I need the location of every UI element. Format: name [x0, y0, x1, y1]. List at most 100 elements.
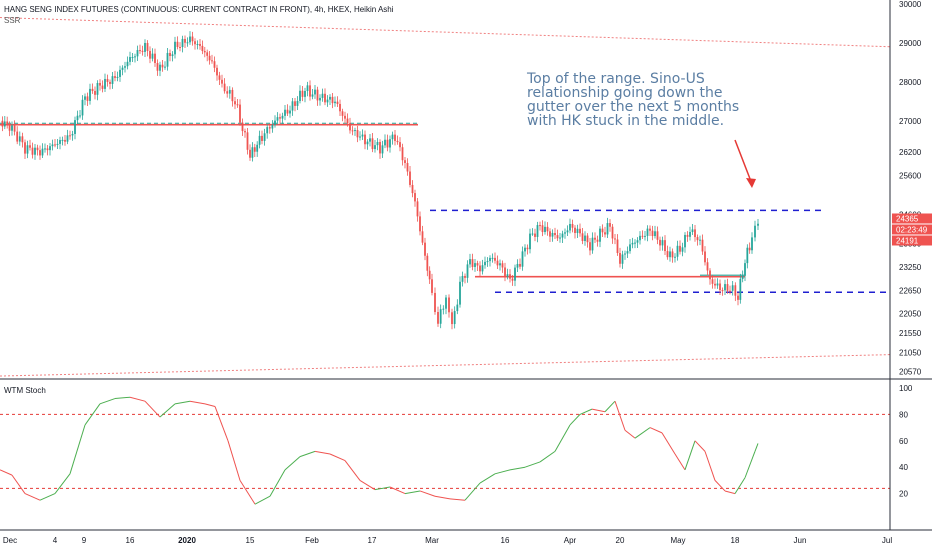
candle-body — [626, 251, 629, 254]
candle-body — [194, 41, 196, 45]
candle-body — [59, 140, 61, 144]
candle-body — [409, 171, 411, 185]
candle-body — [49, 146, 51, 151]
candle-body — [54, 144, 56, 146]
candle-body — [366, 141, 369, 145]
candle-body — [701, 239, 704, 252]
candle-body — [731, 285, 734, 291]
candle-body — [549, 231, 551, 237]
price-axis-tick: 28000 — [899, 78, 922, 87]
candle-body — [331, 96, 334, 104]
candle-body — [509, 274, 511, 279]
candle-body — [376, 142, 379, 146]
candle-body — [561, 233, 564, 238]
candle-body — [213, 61, 216, 68]
candle-body — [474, 263, 476, 267]
candle-body — [131, 57, 134, 59]
candle-body — [149, 50, 151, 59]
candle-body — [299, 90, 301, 101]
candle-body — [321, 93, 324, 98]
candle-body — [476, 263, 479, 266]
stoch-segment — [419, 490, 436, 497]
candle-body — [304, 90, 306, 97]
candle-body — [654, 231, 656, 237]
candle-body — [76, 115, 79, 121]
candle-body — [659, 239, 661, 246]
candle-body — [284, 109, 286, 116]
price-pane — [0, 17, 891, 377]
candle-body — [551, 232, 554, 237]
stoch-segment — [84, 403, 101, 426]
candle-body — [634, 242, 636, 244]
candle-body — [374, 145, 376, 150]
candle-body — [239, 104, 241, 123]
candle-body — [529, 233, 531, 250]
candle-body — [381, 145, 384, 154]
candle-body — [34, 147, 36, 155]
stoch-segment — [539, 450, 556, 463]
candle-body — [526, 247, 529, 250]
candle-body — [151, 53, 154, 59]
candle-body — [119, 69, 121, 77]
candle-body — [3, 121, 6, 127]
price-axis-tick: 22050 — [899, 310, 922, 319]
time-axis-tick: 20 — [616, 536, 625, 545]
candle-body — [369, 138, 371, 142]
candle-body — [289, 110, 291, 114]
candle-body — [674, 256, 676, 258]
candle-body — [356, 130, 359, 138]
candle-body — [506, 274, 509, 277]
price-axis-tick: 25600 — [899, 171, 922, 180]
candle-body — [741, 275, 744, 279]
candle-body — [516, 263, 519, 268]
candle-body — [706, 262, 709, 271]
candle-body — [434, 292, 436, 313]
candle-body — [136, 50, 139, 57]
candle-body — [431, 279, 433, 293]
candle-body — [61, 139, 64, 141]
stoch-segment — [684, 440, 696, 471]
stoch-segment — [494, 469, 511, 475]
candle-body — [419, 216, 421, 232]
candle-body — [94, 90, 96, 95]
candle-body — [389, 139, 391, 148]
candle-body — [456, 304, 459, 312]
time-axis-tick: 18 — [731, 536, 740, 545]
candle-body — [676, 245, 679, 257]
candle-body — [234, 101, 236, 105]
candle-body — [606, 223, 609, 235]
candle-body — [737, 295, 739, 300]
candle-body — [499, 263, 501, 266]
stoch-segment — [227, 440, 241, 481]
price-axis-tick: 22650 — [899, 286, 922, 295]
candle-body — [684, 234, 686, 248]
candle-body — [79, 115, 81, 117]
candle-body — [181, 38, 184, 48]
candle-body — [354, 130, 356, 132]
stoch-segment — [714, 480, 726, 492]
stoch-segment — [269, 469, 286, 497]
candle-body — [266, 127, 269, 134]
candle-body — [324, 93, 326, 103]
candle-body — [631, 242, 634, 245]
candle-body — [714, 283, 716, 286]
candle-body — [414, 193, 416, 202]
price-tag-bg — [892, 213, 932, 224]
candle-body — [249, 149, 251, 158]
candle-body — [511, 278, 514, 281]
stoch-axis-tick: 80 — [899, 410, 908, 419]
candle-body — [326, 99, 329, 103]
candle-body — [351, 130, 354, 132]
candle-body — [18, 136, 21, 142]
candle-body — [359, 136, 361, 138]
candle-body — [739, 278, 742, 300]
candle-body — [656, 231, 659, 240]
candle-body — [169, 52, 171, 57]
candle-body — [186, 42, 189, 44]
candle-body — [96, 82, 99, 95]
time-axis-tick: 2020 — [178, 536, 196, 545]
stoch-segment — [434, 495, 451, 500]
candle-body — [46, 148, 49, 151]
candle-body — [459, 281, 461, 305]
